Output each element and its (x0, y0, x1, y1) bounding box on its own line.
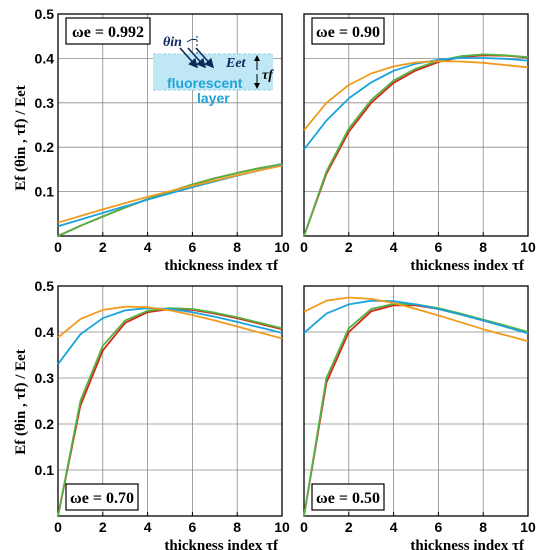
y-tick-label: 0.4 (35, 50, 55, 66)
panel-omega-070: 0 2 4 6 8 10 0.1 0.2 0.3 0.4 0.5 thickness index τf… (35, 278, 290, 550)
inset-tau-label: τf (262, 68, 274, 83)
series-line-blue (303, 299, 529, 335)
x-tick-label: 8 (233, 519, 241, 535)
x-tick-label: 10 (520, 519, 536, 535)
x-tick-label: 8 (233, 239, 241, 255)
ray-arrow (187, 47, 207, 69)
ray-arrow (179, 47, 199, 69)
panel-label-box (65, 17, 151, 45)
angle-arc (186, 38, 198, 43)
x-tick-label: 0 (300, 239, 308, 255)
x-tick-label: 6 (189, 519, 197, 535)
y-tick-label: 0.4 (35, 324, 55, 340)
x-tick-label: 10 (520, 239, 536, 255)
y-tick-label: 0.2 (35, 139, 55, 155)
series-line-green (303, 53, 529, 237)
x-tick-label: 4 (390, 239, 398, 255)
panel-label: ωe = 0.992 (72, 24, 144, 41)
y-tick-label: 0.3 (35, 95, 55, 111)
series-line-red (57, 163, 283, 237)
x-tick-label: 2 (99, 239, 107, 255)
x-tick-label: 10 (274, 519, 290, 535)
inset-text-fluorescent: fluorescent (167, 75, 243, 91)
series-line-orange (303, 60, 529, 131)
series-line-blue (303, 57, 529, 150)
x-tick-label: 2 (345, 519, 353, 535)
panel-omega-090: 0 2 4 6 8 10 thickness index τf ωe = 0.90 (300, 13, 536, 274)
panel-label-box (311, 483, 385, 511)
y-tick-label: 0.3 (35, 370, 55, 386)
panel-omega-0992: 0 2 4 6 8 10 0.1 0.2 0.3 0.4 0.5 thickness index τf… (35, 6, 290, 274)
panel-label-box (65, 483, 139, 511)
plot-frame (57, 13, 283, 237)
x-tick-label: 2 (99, 519, 107, 535)
x-tick-label: 6 (435, 239, 443, 255)
series-line-blue (57, 164, 283, 228)
series-line-green (57, 163, 283, 237)
y-tick-label: 0.5 (35, 278, 55, 294)
x-axis-label: thickness index τf (410, 258, 525, 274)
x-axis-label: thickness index τf (164, 538, 279, 550)
y-tick-label: 0.1 (35, 462, 55, 478)
y-axis-label-bottom: Ef (θin , τf) / Eet (13, 349, 29, 455)
series-line-orange (303, 296, 529, 343)
x-tick-label: 10 (274, 239, 290, 255)
x-tick-label: 0 (300, 519, 308, 535)
inset-schematic: θin Eet τf fluorescent layer (153, 35, 274, 106)
x-axis-label: thickness index τf (410, 538, 525, 550)
y-tick-label: 0.2 (35, 416, 55, 432)
series-line-red (303, 54, 529, 237)
x-tick-label: 8 (479, 519, 487, 535)
x-tick-label: 6 (435, 519, 443, 535)
plot-frame (57, 285, 283, 517)
series-line-orange (57, 305, 283, 340)
plot-frame (303, 13, 529, 237)
y-tick-label: 0.1 (35, 184, 55, 200)
series-line-orange (57, 164, 283, 224)
x-tick-label: 2 (345, 239, 353, 255)
x-tick-label: 4 (390, 519, 398, 535)
y-axis-label-top: Ef (θin , τf) / Eet (13, 85, 29, 191)
x-tick-label: 0 (54, 239, 62, 255)
panel-label: ωe = 0.50 (316, 490, 380, 507)
panel-omega-050: 0 2 4 6 8 10 thickness index τf ωe = 0.50 (300, 285, 536, 550)
inset-eet-label: Eet (225, 56, 247, 71)
x-tick-label: 4 (144, 239, 152, 255)
series-line-blue (57, 307, 283, 365)
x-tick-label: 0 (54, 519, 62, 535)
ray-arrow (195, 47, 215, 69)
inset-theta-label: θin (163, 35, 182, 50)
inset-text-layer: layer (197, 90, 230, 106)
plot-frame (303, 285, 529, 517)
x-tick-label: 8 (479, 239, 487, 255)
panel-label: ωe = 0.70 (70, 490, 134, 507)
panel-label-box (311, 17, 385, 45)
x-tick-label: 4 (144, 519, 152, 535)
x-axis-label: thickness index τf (164, 258, 279, 274)
x-tick-label: 6 (189, 239, 197, 255)
panel-label: ωe = 0.90 (316, 24, 380, 41)
y-tick-label: 0.5 (35, 6, 55, 22)
